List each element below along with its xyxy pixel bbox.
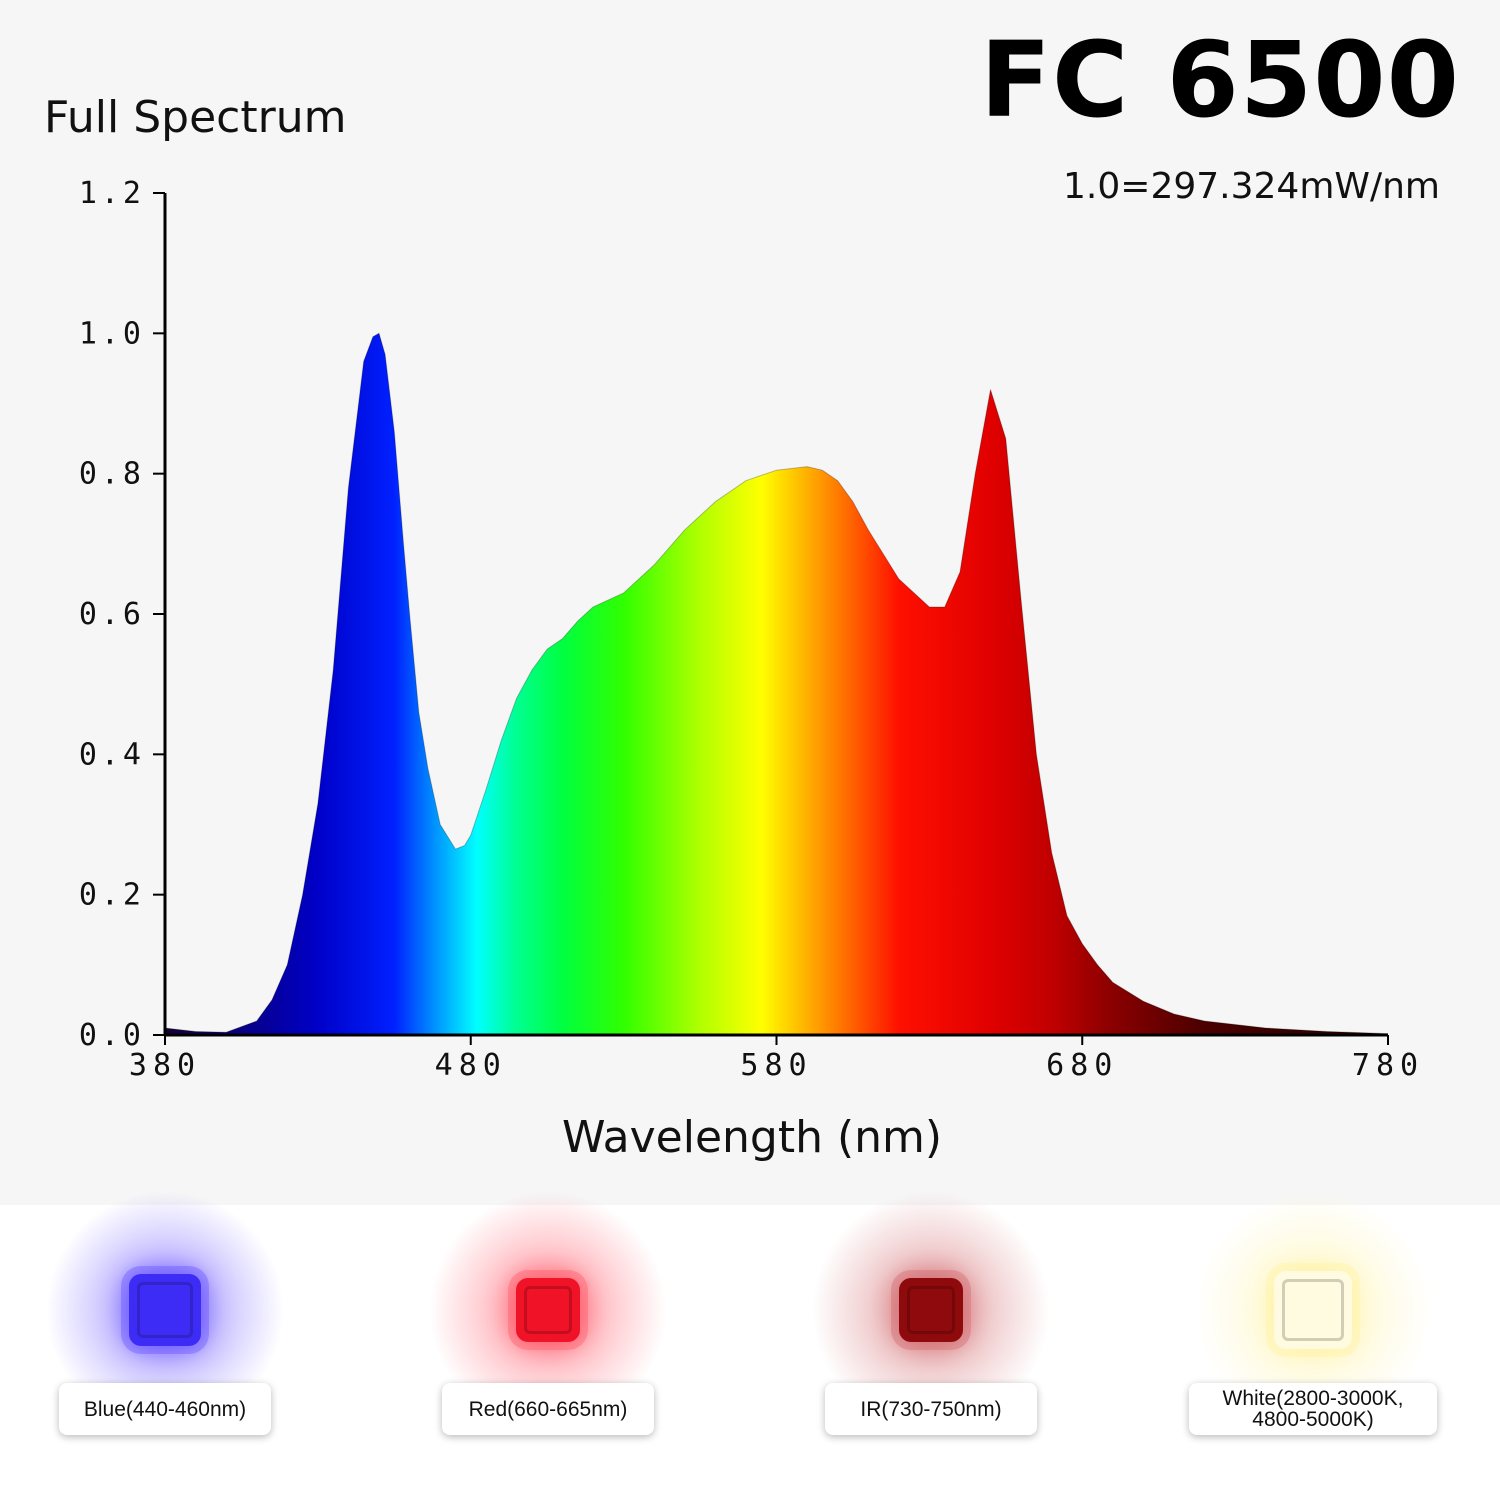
ir-led-chip-icon (899, 1278, 963, 1342)
led-label-blue: Blue(440-460nm) (59, 1383, 271, 1435)
blue-led-chip-icon (129, 1274, 201, 1346)
spectrum-chart: 0.0 0.2 0.4 0.6 0.8 1.0 1.2 380 480 580 680 780 Wav… (79, 176, 1424, 1163)
red-led-chip-icon (516, 1278, 580, 1342)
product-title: FC 6500 (979, 19, 1460, 141)
y-tick-label: 1.2 (79, 176, 145, 211)
spectrum-line (164, 332, 1389, 1035)
led-label-red: Red(660-665nm) (442, 1383, 654, 1435)
x-tick-label: 380 (129, 1048, 201, 1083)
led-legend: Blue(440-460nm) Red(660-665nm) IR(730-75… (0, 1190, 1500, 1500)
y-tick-label: 0.8 (79, 457, 145, 492)
led-item-ir: IR(730-750nm) (761, 1190, 1101, 1500)
led-item-blue: Blue(440-460nm) (0, 1190, 335, 1500)
y-tick-label: 0.6 (79, 597, 145, 632)
led-item-white: White(2800-3000K, 4800-5000K) (1143, 1190, 1483, 1500)
led-label-ir: IR(730-750nm) (825, 1383, 1037, 1435)
y-tick-label: 0.4 (79, 737, 145, 772)
x-tick-label: 680 (1046, 1048, 1118, 1083)
x-tick-label: 480 (435, 1048, 507, 1083)
led-label-white-line1: White(2800-3000K, (1222, 1387, 1404, 1410)
spectrum-area (165, 333, 1388, 1035)
y-tick-label: 0.2 (79, 878, 145, 913)
chart-subtitle: Full Spectrum (44, 92, 347, 143)
y-tick-label: 1.0 (79, 316, 145, 351)
chart-panel: Full Spectrum FC 6500 1.0=297.324mW/nm 0… (44, 19, 1460, 1163)
y-tick-label: 0.0 (79, 1018, 145, 1053)
x-axis-label: Wavelength (nm) (562, 1112, 942, 1163)
white-led-chip-icon (1274, 1271, 1352, 1349)
x-tick-label: 780 (1352, 1048, 1424, 1083)
plot-area: 0.0 0.2 0.4 0.6 0.8 1.0 1.2 380 480 580 680 780 (79, 176, 1424, 1083)
led-item-red: Red(660-665nm) (378, 1190, 718, 1500)
unit-note: 1.0=297.324mW/nm (1063, 166, 1440, 207)
led-label-white: White(2800-3000K, 4800-5000K) (1189, 1383, 1437, 1435)
x-tick-label: 580 (740, 1048, 812, 1083)
led-label-white-line2: 4800-5000K) (1252, 1408, 1374, 1431)
